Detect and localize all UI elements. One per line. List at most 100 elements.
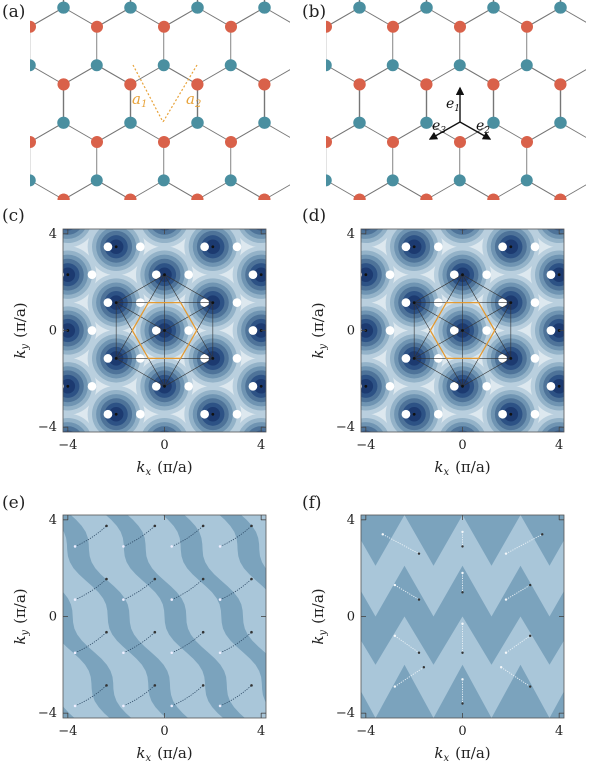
lattice-site — [30, 136, 36, 148]
y-tick-label: 4 — [49, 513, 57, 528]
node-point — [201, 684, 205, 687]
lattice-site — [157, 174, 170, 187]
contour-region — [482, 212, 539, 219]
winding-path — [123, 685, 156, 707]
contour-region — [105, 458, 128, 481]
winding-path — [394, 666, 425, 687]
lattice-site — [386, 59, 399, 72]
contour-region — [583, 223, 594, 271]
contour-region — [157, 212, 172, 226]
x-axis-label: kx (π/a) — [136, 458, 192, 478]
node-point — [393, 634, 397, 638]
node-point — [461, 678, 464, 681]
contour-region — [294, 231, 296, 263]
node-point — [153, 630, 157, 634]
contour-region — [403, 458, 426, 481]
contour-region — [63, 229, 74, 231]
lattice-site — [57, 78, 70, 91]
contour-region — [92, 446, 140, 482]
node-point — [250, 684, 253, 687]
reciprocal-lattice-point — [163, 273, 166, 277]
contour-region — [306, 458, 329, 481]
y-axis-label: ky(π/a) — [11, 588, 31, 644]
x-tick-label: 4 — [555, 438, 563, 453]
reciprocal-lattice-point — [509, 357, 513, 360]
contour-region — [12, 463, 27, 478]
y-tick-label: 4 — [49, 227, 57, 242]
lattice-site — [90, 174, 103, 187]
contour-region — [0, 227, 40, 267]
contour-region — [281, 386, 296, 443]
contour-region — [281, 212, 296, 219]
honeycomb-lattice-b: e1 e2 e3 — [326, 0, 586, 200]
contour-region — [491, 450, 531, 482]
node-point — [528, 634, 532, 638]
reciprocal-lattice-point — [211, 357, 215, 360]
x-axis-label: kx (π/a) — [434, 744, 490, 764]
contour-region — [359, 212, 374, 226]
lattice-site — [353, 78, 366, 91]
contour-region — [482, 442, 539, 482]
contour-region — [361, 229, 372, 231]
x-tick-label: 0 — [160, 438, 168, 453]
contour-region — [289, 394, 296, 434]
contour-region — [39, 469, 96, 482]
phase-triangle — [579, 515, 595, 566]
node-point — [105, 684, 108, 687]
contour-region — [4, 231, 36, 263]
contour-region — [298, 446, 342, 482]
node-point — [122, 651, 125, 655]
reciprocal-lattice-point — [557, 273, 561, 277]
node-point — [461, 591, 464, 594]
contour-region — [583, 446, 594, 482]
contour-region — [4, 398, 36, 430]
contour-region — [237, 474, 285, 482]
node-point — [170, 704, 174, 708]
x-tick-label: 0 — [160, 724, 168, 739]
bond-vector-e3 — [428, 121, 461, 140]
winding-path — [505, 533, 543, 555]
node-point — [393, 583, 397, 587]
contour-region — [390, 446, 438, 482]
lattice-site — [420, 193, 433, 200]
contour-region — [285, 278, 296, 326]
contour-region — [386, 212, 443, 219]
lattice-site — [30, 59, 36, 72]
lattice-site — [420, 116, 433, 129]
panel-label-c: (c) — [2, 206, 25, 226]
lattice-site — [487, 78, 500, 91]
node-point — [170, 598, 174, 601]
node-point — [417, 651, 421, 654]
contour-region — [592, 342, 594, 374]
node-point — [461, 571, 464, 575]
node-point — [105, 577, 108, 581]
lattice-site — [258, 116, 271, 129]
lattice-site — [191, 193, 204, 200]
contour-region — [487, 212, 535, 215]
heatmap-panel-e: −4 0 4 −4 0 4 kx (π/a) ky(π/a) — [11, 513, 267, 764]
lattice-site — [157, 59, 170, 72]
bond-vector-e2 — [459, 121, 492, 140]
node-point — [153, 577, 157, 581]
contour-region — [48, 478, 88, 482]
y-tick-label: −4 — [38, 420, 57, 435]
contour-region — [158, 229, 171, 231]
heatmap-panel-d: −4 0 4 −4 0 4 kx (π/a) ky(π/a) — [298, 212, 594, 482]
reciprocal-lattice-point — [259, 384, 263, 388]
contour-region — [583, 278, 594, 326]
contour-region — [0, 223, 44, 271]
contour-region — [495, 454, 527, 482]
winding-path — [171, 631, 204, 654]
node-point — [504, 552, 508, 555]
contour-region — [302, 231, 334, 263]
panel-label-f: (f) — [302, 493, 322, 513]
contour-region — [587, 227, 594, 267]
contour-region — [553, 229, 564, 231]
contour-region — [144, 478, 184, 482]
y-tick-label: 0 — [347, 610, 355, 625]
contour-region — [298, 218, 346, 275]
node-point — [201, 630, 205, 634]
node-point — [73, 598, 77, 601]
lattice-site — [158, 20, 170, 33]
contour-region — [294, 342, 296, 374]
